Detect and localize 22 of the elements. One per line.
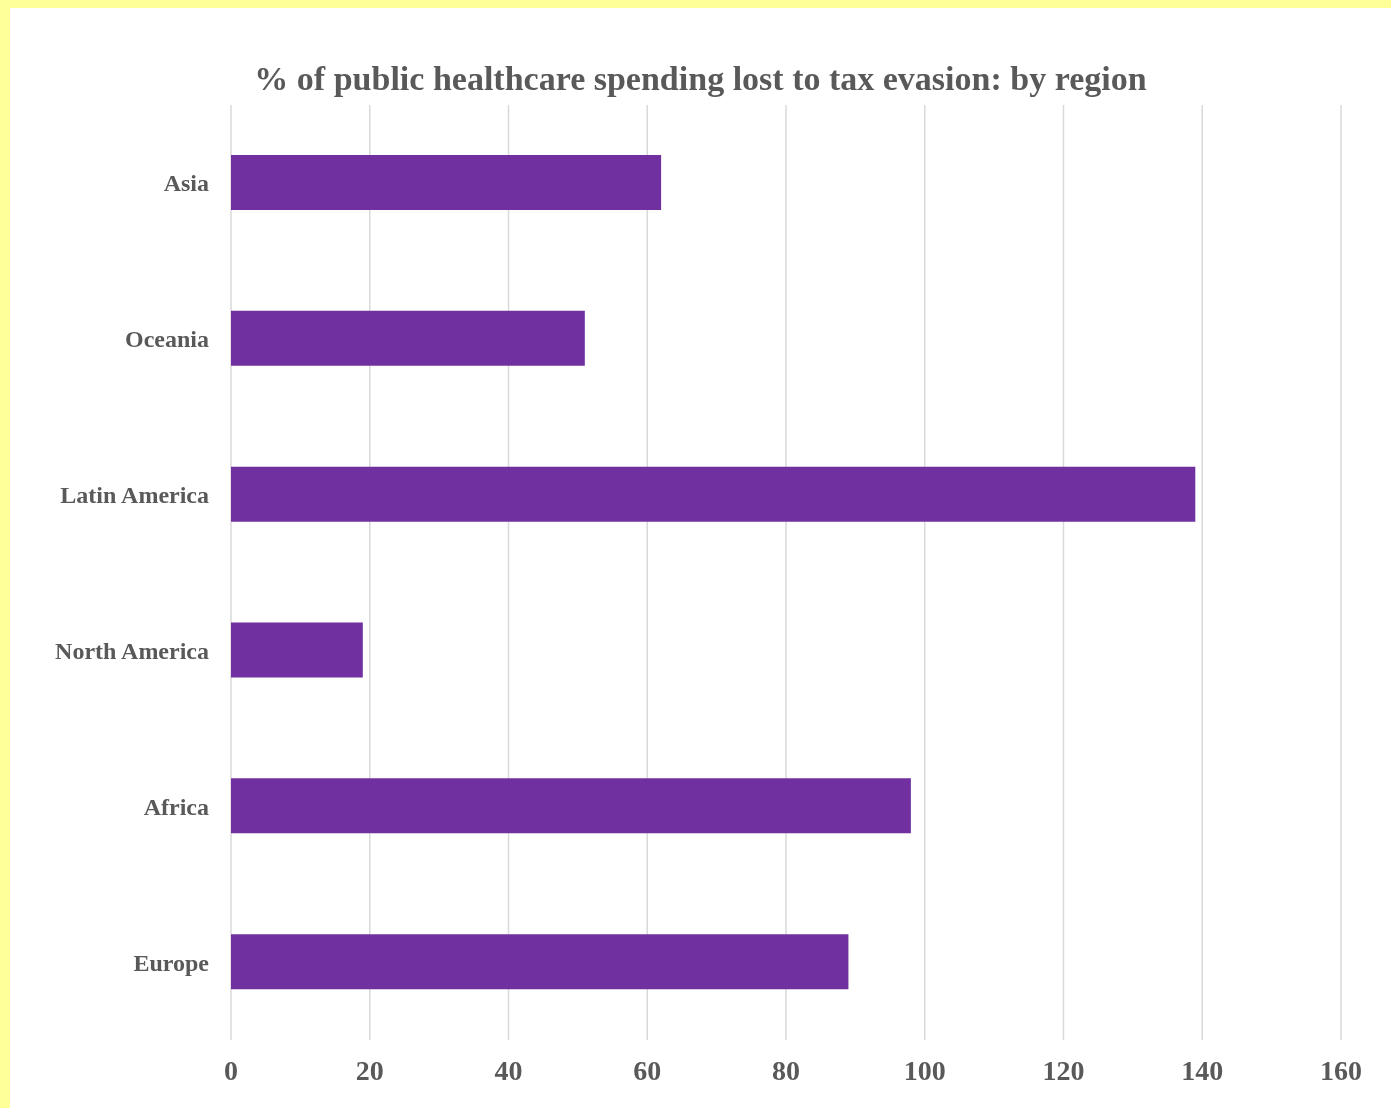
y-tick-label: North America: [55, 637, 209, 664]
y-tick-label: Asia: [163, 170, 209, 197]
x-tick-label: 60: [633, 1054, 662, 1086]
bar: [231, 155, 662, 210]
y-tick-label: Latin America: [60, 482, 209, 509]
bar: [231, 310, 585, 366]
x-tick-label: 120: [1042, 1054, 1085, 1086]
x-tick-label: 80: [772, 1054, 800, 1086]
y-tick-label: Oceania: [125, 326, 209, 353]
x-tick-label: 20: [355, 1054, 384, 1086]
y-tick-label: Africa: [143, 793, 209, 820]
x-tick-label: 100: [903, 1054, 946, 1086]
bar: [231, 466, 1196, 522]
x-tick-label: 0: [224, 1054, 238, 1086]
x-tick-label: 40: [494, 1054, 523, 1086]
bar: [231, 622, 363, 678]
chart-title: % of public healthcare spending lost to tax evasion: by region: [253, 60, 1148, 98]
x-tick-label: 160: [1320, 1054, 1362, 1086]
y-tick-label: Europe: [133, 949, 210, 976]
bar: [231, 934, 849, 990]
x-tick-label: 140: [1181, 1054, 1224, 1086]
bar: [231, 778, 911, 834]
